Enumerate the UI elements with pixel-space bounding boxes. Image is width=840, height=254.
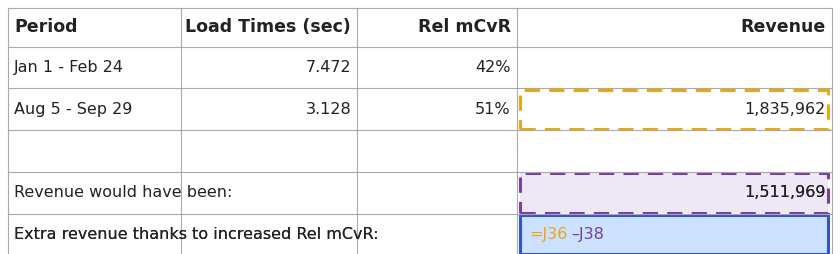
Text: 3.128: 3.128 xyxy=(306,102,351,117)
Text: Period: Period xyxy=(14,18,78,36)
FancyBboxPatch shape xyxy=(520,173,828,213)
Text: Extra revenue thanks to increased Rel mCvR:: Extra revenue thanks to increased Rel mC… xyxy=(14,227,379,242)
Text: 1,511,969: 1,511,969 xyxy=(744,185,826,200)
Text: 1,835,962: 1,835,962 xyxy=(744,102,826,117)
Text: Revenue would have been:: Revenue would have been: xyxy=(14,185,233,200)
Text: Load Times (sec): Load Times (sec) xyxy=(186,18,351,36)
Text: 1,511,969: 1,511,969 xyxy=(744,185,826,200)
Text: 7.472: 7.472 xyxy=(306,60,351,75)
Text: Revenue: Revenue xyxy=(741,18,826,36)
Text: 51%: 51% xyxy=(475,102,511,117)
Text: =J36: =J36 xyxy=(529,227,568,242)
Text: –J38: –J38 xyxy=(571,227,604,242)
Text: Extra revenue thanks to increased Rel mCvR:: Extra revenue thanks to increased Rel mC… xyxy=(14,227,379,242)
FancyBboxPatch shape xyxy=(520,215,828,254)
Text: Jan 1 - Feb 24: Jan 1 - Feb 24 xyxy=(14,60,124,75)
Text: Aug 5 - Sep 29: Aug 5 - Sep 29 xyxy=(14,102,133,117)
Text: Rel mCvR: Rel mCvR xyxy=(417,18,511,36)
Text: 42%: 42% xyxy=(475,60,511,75)
